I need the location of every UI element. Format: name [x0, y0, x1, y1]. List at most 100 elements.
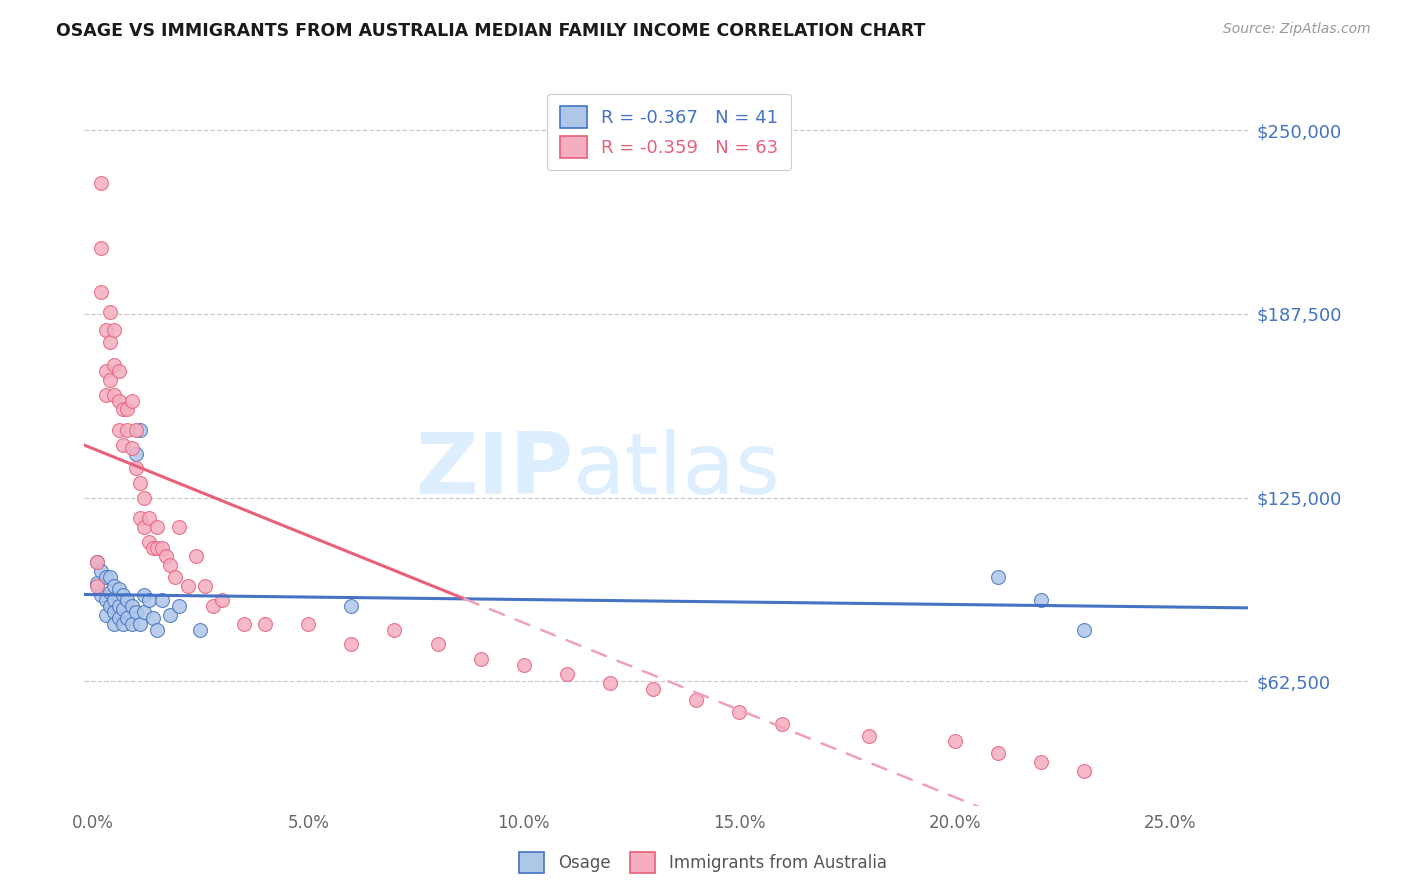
Point — [98, 599, 121, 614]
Point — [134, 491, 156, 505]
Point — [94, 570, 117, 584]
Point — [129, 616, 152, 631]
Point — [86, 555, 108, 569]
Point — [142, 611, 165, 625]
Point — [987, 570, 1010, 584]
Point — [98, 334, 121, 349]
Point — [107, 423, 129, 437]
Point — [297, 616, 319, 631]
Point — [103, 616, 125, 631]
Point — [1029, 755, 1052, 769]
Point — [129, 511, 152, 525]
Point — [513, 658, 536, 673]
Point — [103, 593, 125, 607]
Point — [202, 599, 225, 614]
Point — [107, 364, 129, 378]
Point — [98, 570, 121, 584]
Point — [90, 241, 112, 255]
Point — [86, 555, 108, 569]
Point — [254, 616, 277, 631]
Point — [176, 579, 198, 593]
Point — [98, 584, 121, 599]
Point — [138, 593, 160, 607]
Point — [125, 605, 148, 619]
Point — [167, 599, 190, 614]
Point — [146, 623, 169, 637]
Point — [121, 393, 143, 408]
Point — [134, 520, 156, 534]
Point — [643, 681, 665, 696]
Point — [142, 541, 165, 555]
Point — [470, 652, 492, 666]
Point — [599, 675, 621, 690]
Point — [103, 605, 125, 619]
Point — [1073, 764, 1095, 778]
Legend: R = -0.367   N = 41, R = -0.359   N = 63: R = -0.367 N = 41, R = -0.359 N = 63 — [547, 94, 790, 170]
Point — [129, 423, 152, 437]
Point — [1073, 623, 1095, 637]
Point — [159, 608, 181, 623]
Point — [770, 716, 793, 731]
Point — [121, 441, 143, 455]
Point — [138, 534, 160, 549]
Point — [111, 402, 134, 417]
Point — [111, 438, 134, 452]
Point — [232, 616, 254, 631]
Point — [103, 579, 125, 593]
Point — [426, 638, 449, 652]
Point — [987, 746, 1010, 760]
Point — [163, 570, 186, 584]
Point — [167, 520, 190, 534]
Point — [121, 599, 143, 614]
Point — [340, 599, 363, 614]
Point — [90, 176, 112, 190]
Point — [94, 323, 117, 337]
Point — [384, 623, 406, 637]
Point — [138, 511, 160, 525]
Point — [150, 593, 173, 607]
Point — [103, 359, 125, 373]
Point — [728, 705, 751, 719]
Text: OSAGE VS IMMIGRANTS FROM AUSTRALIA MEDIAN FAMILY INCOME CORRELATION CHART: OSAGE VS IMMIGRANTS FROM AUSTRALIA MEDIA… — [56, 22, 925, 40]
Point — [340, 638, 363, 652]
Point — [555, 666, 578, 681]
Point — [111, 616, 134, 631]
Point — [146, 541, 169, 555]
Point — [121, 616, 143, 631]
Point — [94, 593, 117, 607]
Point — [186, 549, 208, 564]
Point — [86, 579, 108, 593]
Point — [194, 579, 217, 593]
Point — [125, 461, 148, 475]
Point — [107, 582, 129, 596]
Point — [115, 611, 138, 625]
Point — [111, 602, 134, 616]
Point — [94, 388, 117, 402]
Point — [94, 608, 117, 623]
Point — [190, 623, 212, 637]
Point — [146, 520, 169, 534]
Point — [943, 734, 966, 748]
Point — [107, 611, 129, 625]
Point — [107, 599, 129, 614]
Point — [90, 564, 112, 578]
Point — [125, 423, 148, 437]
Text: atlas: atlas — [572, 429, 780, 512]
Point — [211, 593, 233, 607]
Point — [150, 541, 173, 555]
Point — [90, 588, 112, 602]
Point — [90, 285, 112, 299]
Point — [111, 588, 134, 602]
Text: ZIP: ZIP — [415, 429, 572, 512]
Point — [125, 446, 148, 460]
Point — [858, 729, 880, 743]
Point — [98, 305, 121, 319]
Point — [134, 588, 156, 602]
Point — [129, 475, 152, 490]
Point — [159, 558, 181, 573]
Point — [134, 605, 156, 619]
Point — [155, 549, 177, 564]
Point — [685, 693, 707, 707]
Point — [107, 393, 129, 408]
Point — [1029, 593, 1052, 607]
